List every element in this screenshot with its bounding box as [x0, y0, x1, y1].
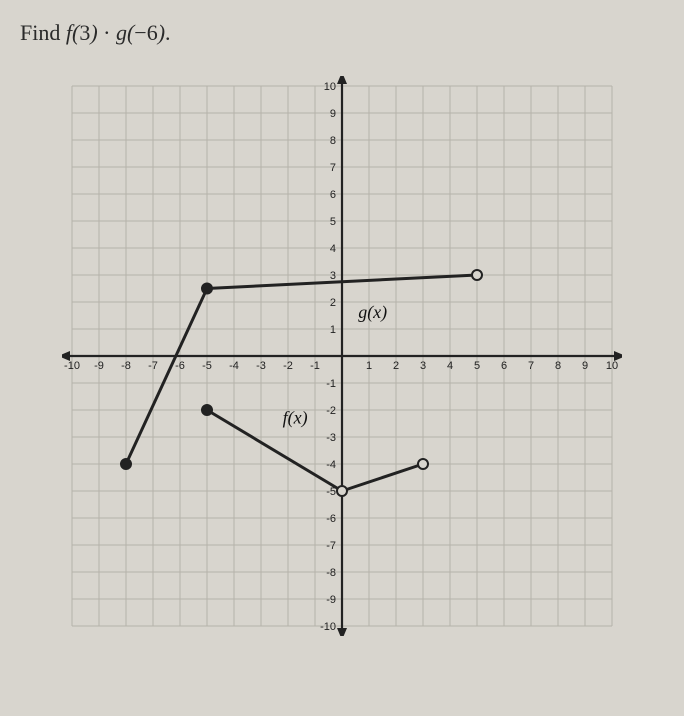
y-tick-label: 9 — [330, 108, 336, 120]
x-tick-label: -8 — [121, 360, 131, 372]
prompt-prefix: Find — [20, 20, 66, 45]
x-tick-label: -7 — [148, 360, 158, 372]
x-tick-label: -6 — [175, 360, 185, 372]
series-segment — [207, 410, 342, 491]
series-segment — [342, 464, 423, 491]
x-tick-label: -2 — [283, 360, 293, 372]
x-tick-label: -10 — [64, 360, 80, 372]
x-tick-label: 2 — [393, 360, 399, 372]
coordinate-plane: -10 -9 -8 -7 -6 -5 -4 -3 -2 -1 1 2 3 4 5 6 7 8 9 10 10 9 8 7 6 5 4… — [62, 76, 622, 636]
f-arg: 3 — [79, 20, 90, 45]
function-label: f(x) — [283, 408, 308, 429]
f-close: ) — [90, 20, 97, 45]
closed-point — [121, 459, 131, 469]
open-point — [418, 459, 428, 469]
y-tick-label: 2 — [330, 297, 336, 309]
y-axis-arrow-down — [337, 628, 347, 636]
x-tick-label: 3 — [420, 360, 426, 372]
y-tick-label: -10 — [320, 621, 336, 633]
chart-container: -10 -9 -8 -7 -6 -5 -4 -3 -2 -1 1 2 3 4 5 6 7 8 9 10 10 9 8 7 6 5 4… — [20, 76, 664, 636]
y-tick-label: -3 — [326, 432, 336, 444]
y-tick-label: -4 — [326, 459, 336, 471]
y-tick-label: -8 — [326, 567, 336, 579]
prompt-suffix: . — [165, 20, 171, 45]
y-axis-arrow-up — [337, 76, 347, 84]
y-tick-label: -6 — [326, 513, 336, 525]
y-tick-label: 1 — [330, 324, 336, 336]
y-tick-label: -2 — [326, 405, 336, 417]
y-tick-label: 3 — [330, 270, 336, 282]
y-tick-label: 10 — [324, 81, 336, 93]
g-arg: −6 — [134, 20, 157, 45]
y-tick-label: -7 — [326, 540, 336, 552]
x-tick-label: 8 — [555, 360, 561, 372]
y-tick-label: 8 — [330, 135, 336, 147]
x-tick-label: 4 — [447, 360, 453, 372]
y-tick-label: -9 — [326, 594, 336, 606]
closed-point — [202, 405, 212, 415]
x-tick-label: 1 — [366, 360, 372, 372]
x-tick-label: 5 — [474, 360, 480, 372]
series-segment — [126, 289, 207, 465]
question-prompt: Find f(3) · g(−6). — [20, 20, 664, 46]
y-tick-label: 4 — [330, 243, 336, 255]
x-tick-label: -1 — [310, 360, 320, 372]
g-open: g( — [116, 20, 134, 45]
f-open: f( — [66, 20, 79, 45]
dot-op: · — [98, 20, 116, 45]
x-tick-label: -3 — [256, 360, 266, 372]
open-point — [337, 486, 347, 496]
x-tick-label: -9 — [94, 360, 104, 372]
x-tick-label: -4 — [229, 360, 239, 372]
y-tick-label: 6 — [330, 189, 336, 201]
y-tick-label: 5 — [330, 216, 336, 228]
x-tick-label: -5 — [202, 360, 212, 372]
function-label: g(x) — [358, 302, 387, 323]
x-tick-label: 10 — [606, 360, 618, 372]
open-point — [472, 270, 482, 280]
x-tick-label: 9 — [582, 360, 588, 372]
closed-point — [202, 284, 212, 294]
x-tick-label: 6 — [501, 360, 507, 372]
y-tick-label: 7 — [330, 162, 336, 174]
x-tick-label: 7 — [528, 360, 534, 372]
g-close: ) — [158, 20, 165, 45]
y-tick-label: -1 — [326, 378, 336, 390]
